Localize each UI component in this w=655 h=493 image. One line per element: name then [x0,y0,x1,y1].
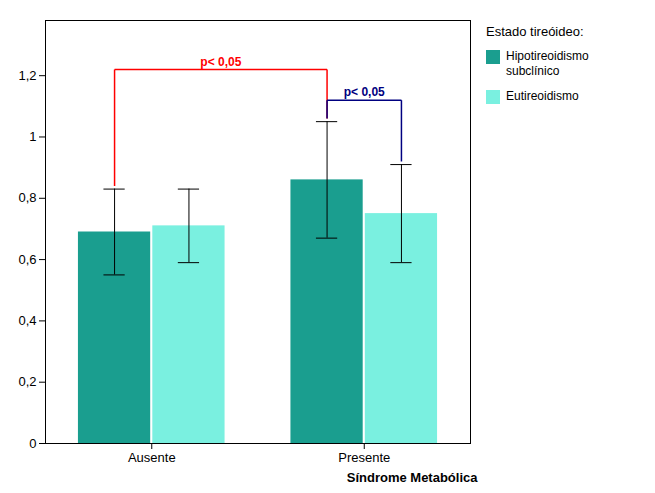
svg-text:0,4: 0,4 [18,313,36,328]
svg-text:Ausente: Ausente [128,450,176,465]
svg-text:p< 0,05: p< 0,05 [344,85,385,99]
html-text:Hipotireoidismo subclínico: Hipotireoidismo subclínico [506,49,589,78]
svg-text:0: 0 [29,436,36,451]
html-text:Estado tireóideo:: Estado tireóideo: [486,24,584,39]
svg-text:0,6: 0,6 [18,252,36,267]
svg-text:0,2: 0,2 [18,374,36,389]
svg-text:Presente: Presente [338,450,390,465]
svg-text:Síndrome Metabólica: Síndrome Metabólica [347,470,479,485]
svg-text:1,2: 1,2 [18,68,36,83]
svg-text:0,8: 0,8 [18,190,36,205]
html-text:Eutireoidismo: Eutireoidismo [506,89,579,103]
svg-text:1: 1 [29,129,36,144]
svg-text:p< 0,05: p< 0,05 [200,55,241,69]
